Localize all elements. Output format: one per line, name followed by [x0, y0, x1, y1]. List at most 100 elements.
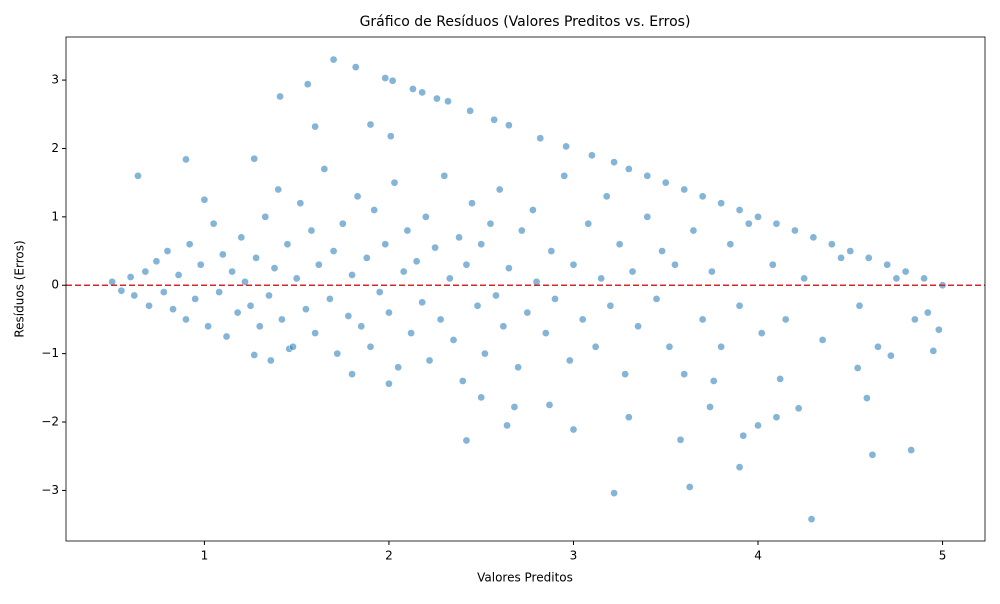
point	[920, 274, 928, 283]
point	[846, 247, 855, 255]
point	[510, 403, 519, 411]
point	[492, 291, 500, 300]
y-tick-label: 1	[51, 209, 59, 223]
point	[709, 377, 718, 385]
point	[874, 342, 882, 351]
point	[661, 178, 670, 187]
point	[418, 88, 427, 97]
point	[440, 171, 449, 180]
point	[863, 394, 871, 402]
point	[744, 219, 753, 228]
point	[311, 329, 319, 337]
point	[624, 165, 633, 173]
point	[307, 226, 316, 235]
point	[706, 403, 714, 411]
point	[152, 257, 161, 266]
x-tick-label: 3	[570, 549, 578, 563]
point	[717, 342, 725, 351]
x-tick-label: 2	[385, 549, 393, 563]
point	[588, 151, 596, 160]
point	[141, 267, 150, 276]
point	[134, 171, 142, 180]
point	[584, 219, 593, 228]
point	[458, 377, 467, 385]
point	[499, 322, 508, 331]
point	[366, 120, 375, 129]
y-tick-label: −2	[41, 415, 59, 429]
point	[385, 379, 393, 388]
point	[562, 142, 570, 151]
x-tick-label: 1	[201, 549, 209, 563]
point	[385, 308, 393, 317]
point	[466, 107, 474, 115]
point	[338, 219, 347, 228]
point	[621, 370, 630, 378]
point	[204, 322, 212, 331]
point	[255, 322, 264, 331]
point	[495, 185, 504, 194]
point	[754, 421, 762, 430]
point	[602, 192, 611, 201]
point	[853, 364, 862, 372]
point	[768, 260, 777, 269]
point	[781, 315, 790, 324]
point	[772, 413, 781, 422]
point	[209, 219, 218, 228]
chart-title: Gráfico de Resíduos (Valores Preditos vs…	[360, 14, 691, 30]
point	[436, 315, 445, 324]
point	[182, 155, 190, 164]
point	[200, 195, 209, 204]
x-tick-label: 5	[939, 549, 947, 563]
point	[680, 185, 689, 194]
point	[174, 271, 183, 279]
point	[333, 349, 342, 358]
point	[477, 240, 486, 249]
point	[794, 404, 803, 413]
point	[386, 132, 395, 141]
point	[754, 213, 762, 221]
point	[739, 431, 748, 440]
point	[163, 247, 172, 255]
point	[196, 260, 205, 269]
point	[445, 274, 454, 283]
point	[486, 219, 495, 228]
point	[265, 291, 273, 300]
point	[246, 301, 255, 310]
point	[314, 260, 323, 269]
point	[409, 85, 417, 93]
point	[490, 115, 498, 124]
point	[772, 219, 781, 228]
point	[289, 342, 297, 351]
point	[615, 240, 624, 249]
point	[807, 515, 816, 523]
point	[270, 264, 279, 272]
point	[444, 97, 452, 106]
y-tick-label: 0	[51, 278, 59, 292]
point	[827, 240, 836, 249]
point	[708, 267, 716, 276]
point	[431, 243, 439, 252]
point	[560, 171, 569, 180]
point	[237, 233, 246, 242]
point	[449, 336, 458, 344]
point	[320, 165, 329, 173]
point	[222, 332, 231, 341]
point	[809, 233, 818, 242]
point	[569, 260, 578, 269]
point	[381, 240, 390, 249]
point	[671, 260, 679, 269]
point	[326, 295, 334, 303]
point	[907, 446, 916, 454]
point	[634, 322, 642, 331]
point	[685, 483, 694, 491]
point	[407, 329, 415, 337]
point	[929, 347, 938, 355]
point	[185, 240, 194, 249]
point	[228, 267, 236, 276]
point	[126, 273, 135, 281]
y-tick-label: −3	[41, 483, 59, 497]
point	[394, 363, 403, 372]
point	[108, 277, 116, 286]
point	[565, 356, 574, 365]
point	[523, 308, 532, 317]
